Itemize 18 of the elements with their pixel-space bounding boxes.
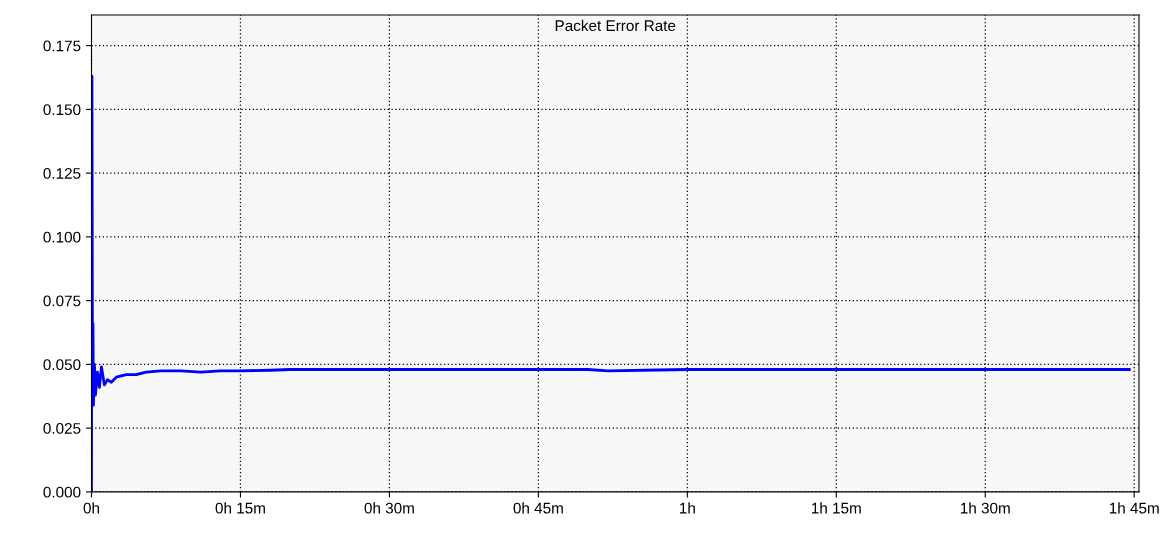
x-tick-label: 0h 15m (215, 502, 265, 514)
y-tick-label: 0.100 (43, 231, 81, 243)
x-tick-label: 1h 15m (811, 502, 861, 514)
y-tick-label: 0.150 (43, 104, 81, 116)
x-tick-label: 0h (83, 502, 99, 514)
y-tick-label: 0.050 (43, 359, 81, 371)
y-tick-label: 0.125 (43, 168, 81, 179)
x-tick-label: 0h 45m (513, 502, 563, 514)
y-tick-label: 0.025 (43, 423, 81, 434)
x-tick-label: 0h 30m (364, 502, 414, 514)
line-series (91, 74, 1131, 492)
x-tick-label: 1h 45m (1109, 502, 1159, 514)
x-tick-label: 1h (680, 502, 695, 514)
x-tick-label: 1h 30m (960, 502, 1010, 514)
y-tick-label: 0.175 (43, 40, 81, 52)
chart-title: Packet Error Rate (555, 19, 676, 32)
y-tick-label: 0.000 (43, 486, 81, 498)
y-tick-label: 0.075 (43, 295, 81, 307)
